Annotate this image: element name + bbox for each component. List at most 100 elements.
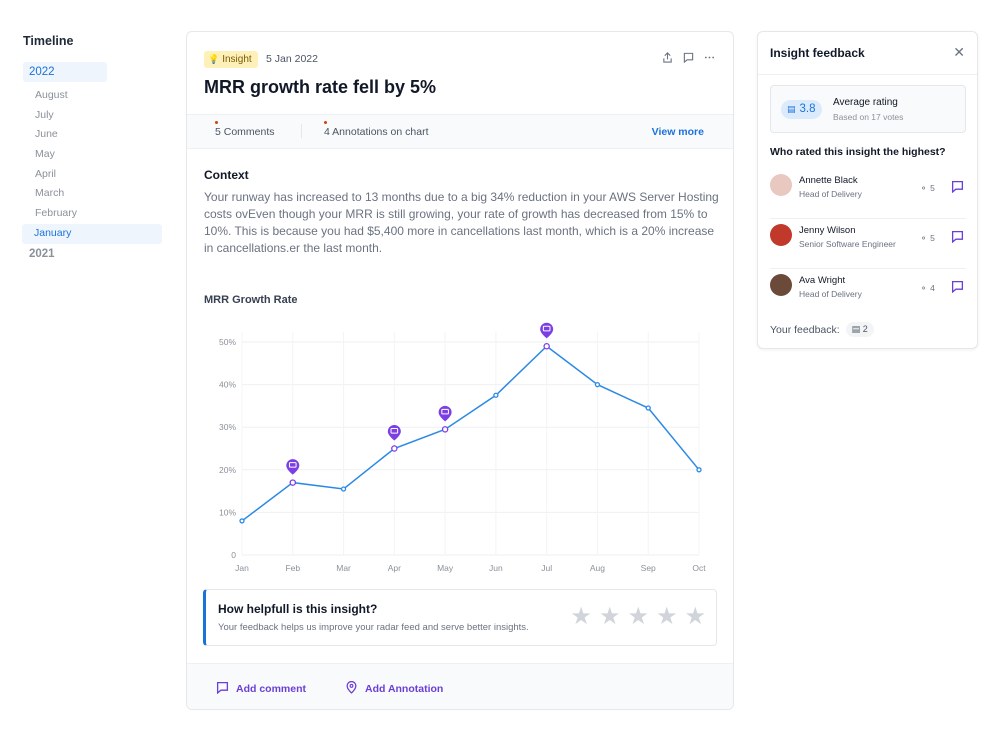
avatar [770,174,792,196]
add-comment-label: Add comment [236,683,307,695]
rater-role: Head of Delivery [799,289,862,299]
timeline-month-february[interactable]: February [35,207,78,220]
average-rating-value: 3.8 [799,103,816,115]
annotation-pin-comment-icon [390,428,399,434]
add-annotation-label: Add Annotation [365,683,444,695]
view-more-link[interactable]: View more [651,126,704,138]
archive-icon: ▤ [851,324,861,334]
x-tick-label: Jul [541,563,552,573]
unread-dot [324,121,327,124]
close-icon[interactable]: ✕ [953,44,965,60]
stats-divider [301,124,302,138]
timeline-sidebar: Timeline 2022 August July June May April… [22,34,165,260]
comments-count[interactable]: 5 Comments [215,121,275,138]
x-tick-label: Feb [285,563,300,573]
rater-item: Annette Black Head of Delivery ⚬ 5 [770,169,966,219]
rater-score-value: 5 [930,233,935,243]
archive-icon: ▤ [787,104,796,114]
data-point [239,518,245,524]
insight-title: MRR growth rate fell by 5% [204,77,437,97]
annotation-pin-comment-icon [441,408,449,415]
your-feedback-label: Your feedback: [770,323,840,336]
rater-score-value: 5 [930,183,935,193]
insight-feedback-panel: Insight feedback ✕ ▤ 3.8 Average rating … [757,31,978,349]
message-icon[interactable] [951,280,964,296]
panel-title: Insight feedback [770,46,865,60]
comment-icon [216,681,229,697]
message-icon[interactable] [951,180,964,196]
comment-icon[interactable] [683,52,694,63]
insight-badge-label: Insight [222,54,252,65]
x-tick-label: Oct [692,563,706,573]
add-comment-button[interactable]: Add comment [216,681,306,697]
rater-score: ⚬ 5 [920,233,935,244]
context-text: Your runway has increased to 13 months d… [204,190,719,255]
star-icon[interactable]: ★ [570,603,592,630]
average-rating-sub: Based on 17 votes [833,112,904,122]
data-point [543,343,550,350]
timeline-month-august[interactable]: August [35,89,68,101]
timeline-month-june[interactable]: June [35,128,58,141]
timeline-heading: Timeline [23,34,74,48]
series-line [241,345,700,522]
insight-date: 5 Jan 2022 [266,53,318,65]
panel-divider [758,74,977,75]
insight-stats-bar: 5 Comments 4 Annotations on chart View m… [187,114,733,149]
context-heading: Context [204,168,249,182]
timeline-month-january[interactable]: January [22,223,162,244]
helpful-feedback-box: How helpfull is this insight? Your feedb… [203,589,717,646]
y-tick-label: 0 [231,550,236,560]
x-tick-label: Mar [336,563,351,573]
star-rating: ★ ★ ★ ★ ★ [570,605,706,629]
annotations-count[interactable]: 4 Annotations on chart [324,121,429,138]
lightbulb-icon: 💡 [208,54,220,64]
annotation-pin-icon [345,680,358,697]
your-feedback: Your feedback: ▤ 2 [770,322,874,337]
data-point [391,445,398,452]
rater-role: Senior Software Engineer [799,239,896,249]
rater-item: Jenny Wilson Senior Software Engineer ⚬ … [770,219,966,269]
helpful-subtitle: Your feedback helps us improve your rada… [218,622,529,633]
timeline-month-july[interactable]: July [35,108,54,121]
star-icon[interactable]: ★ [684,603,706,630]
timeline-month-march[interactable]: March [35,187,65,200]
data-point [441,426,449,433]
star-icon[interactable]: ★ [598,603,621,630]
message-icon[interactable] [951,230,964,246]
data-point [645,405,651,411]
timeline-month-may[interactable]: May [35,148,55,161]
helpful-question: How helpfull is this insight? [218,602,378,616]
x-tick-label: Jan [235,563,249,573]
star-icon[interactable]: ★ [627,603,649,630]
award-icon: ⚬ [920,233,928,243]
avatar [770,274,792,296]
y-tick-label: 40% [219,380,236,390]
timeline-year-2021[interactable]: 2021 [29,247,55,260]
star-icon[interactable]: ★ [655,603,678,630]
average-rating-label: Average rating [833,97,898,108]
y-tick-label: 50% [219,337,236,347]
data-point [340,486,347,492]
rater-score: ⚬ 5 [920,183,935,194]
add-annotation-button[interactable]: Add Annotation [345,680,444,697]
chart-title: MRR Growth Rate [204,294,298,306]
unread-dot [215,121,218,124]
rater-score-value: 4 [930,283,935,293]
data-point [594,381,601,388]
share-icon[interactable] [662,52,673,63]
x-tick-label: Apr [388,563,401,573]
rater-score: ⚬ 4 [920,283,935,294]
timeline-month-april[interactable]: April [35,167,57,180]
rater-name: Jenny Wilson [799,225,856,236]
your-feedback-pill[interactable]: ▤ 2 [845,322,874,337]
rater-role: Head of Delivery [799,189,862,199]
timeline-year-2022[interactable]: 2022 [23,62,107,82]
top-raters-heading: Who rated this insight the highest? [770,146,946,158]
comments-count-label: 5 Comments [215,126,275,138]
avatar [770,224,792,246]
more-icon[interactable] [704,52,715,63]
y-tick-label: 30% [219,422,236,432]
y-tick-label: 20% [219,465,236,475]
average-rating-box: ▤ 3.8 Average rating Based on 17 votes [770,85,966,133]
average-rating-pill: ▤ 3.8 [781,100,822,119]
